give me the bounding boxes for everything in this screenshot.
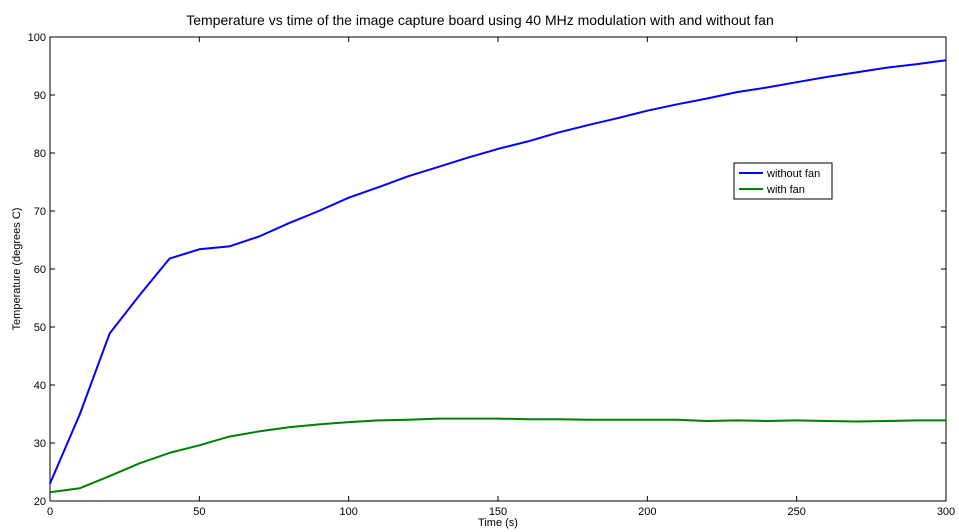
- y-tick-label: 70: [34, 206, 46, 218]
- series-line-without-fan: [49, 59, 947, 484]
- y-axis-label: Temperature (degrees C): [11, 208, 23, 331]
- x-tick-label: 250: [787, 506, 805, 518]
- x-tick-label: 200: [638, 506, 656, 518]
- legend-label-with-fan: with fan: [766, 184, 805, 196]
- y-tick-label: 40: [34, 380, 46, 392]
- x-tick-label: 300: [937, 506, 955, 518]
- series-lines: [49, 59, 947, 494]
- axis-ticks: 0 50 100 150 200 250 300 20 30 40 50 60 70 80 90 100: [28, 32, 956, 518]
- y-tick-label: 30: [34, 438, 46, 450]
- chart-title: Temperature vs time of the image capture…: [186, 12, 774, 28]
- x-tick-label: 50: [193, 506, 205, 518]
- y-tick-label: 90: [34, 90, 46, 102]
- y-tick-label: 100: [28, 32, 46, 44]
- legend-box: [733, 162, 833, 200]
- plot-area: [49, 36, 947, 502]
- x-tick-label: 150: [489, 506, 507, 518]
- legend-label-without-fan: without fan: [766, 168, 820, 180]
- y-tick-label: 20: [34, 496, 46, 508]
- x-tick-label: 100: [339, 506, 357, 518]
- x-axis-label: Time (s): [478, 517, 518, 529]
- y-tick-label: 60: [34, 264, 46, 276]
- series-line-with-fan: [49, 417, 946, 494]
- legend: without fan with fan: [733, 162, 833, 200]
- y-tick-label: 80: [34, 148, 46, 160]
- y-tick-label: 50: [34, 322, 46, 334]
- x-tick-label: 0: [47, 506, 53, 518]
